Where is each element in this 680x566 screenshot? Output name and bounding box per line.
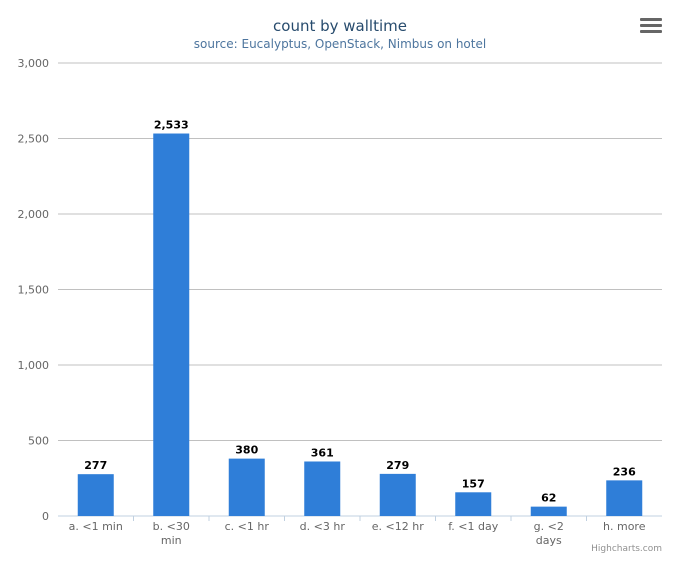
- x-tick-label: min: [161, 534, 182, 547]
- bar-value-label: 62: [541, 492, 556, 505]
- bar-value-label: 361: [311, 446, 334, 459]
- bar: [530, 506, 567, 516]
- x-tick-label: g. <2: [534, 520, 564, 533]
- x-tick-label: c. <1 hr: [225, 520, 270, 533]
- bar-value-label: 2,533: [154, 119, 189, 132]
- chart-title: count by walltime: [273, 17, 407, 35]
- y-tick-label: 2,000: [18, 208, 50, 221]
- y-tick-label: 1,500: [18, 284, 50, 297]
- bar: [228, 458, 265, 516]
- bar-value-label: 277: [84, 459, 107, 472]
- x-tick-label: days: [536, 534, 562, 547]
- y-tick-label: 500: [28, 435, 49, 448]
- bar: [379, 473, 416, 516]
- y-tick-label: 2,500: [18, 133, 50, 146]
- x-tick-label: f. <1 day: [448, 520, 499, 533]
- bar: [153, 133, 190, 516]
- chart-subtitle: source: Eucalyptus, OpenStack, Nimbus on…: [193, 37, 487, 51]
- x-tick-label: b. <30: [153, 520, 190, 533]
- x-tick-label: d. <3 hr: [300, 520, 346, 533]
- y-tick-label: 3,000: [18, 57, 50, 70]
- hamburger-menu-icon[interactable]: [640, 18, 662, 38]
- bar-value-label: 279: [386, 459, 409, 472]
- bar: [77, 474, 114, 516]
- x-tick-label: h. more: [603, 520, 646, 533]
- bar-value-label: 380: [235, 444, 258, 457]
- bar-value-label: 236: [613, 465, 636, 478]
- y-tick-label: 1,000: [18, 359, 50, 372]
- y-tick-label: 0: [42, 510, 49, 523]
- bar: [304, 461, 341, 516]
- bar: [606, 480, 643, 516]
- x-tick-label: a. <1 min: [69, 520, 123, 533]
- bar-value-label: 157: [462, 477, 485, 490]
- bar: [455, 492, 492, 516]
- credits-link[interactable]: Highcharts.com: [591, 544, 662, 554]
- x-tick-label: e. <12 hr: [372, 520, 424, 533]
